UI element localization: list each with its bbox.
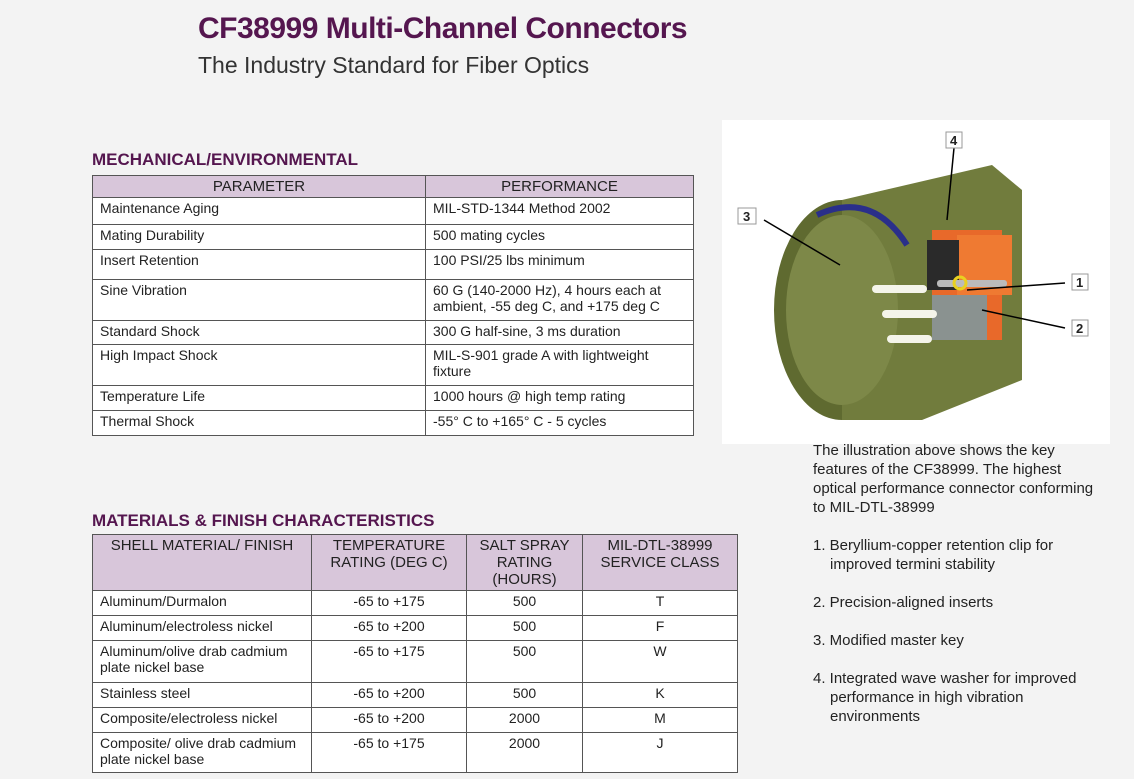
feature-item: 2. Precision-aligned inserts <box>813 594 994 611</box>
table-cell: T <box>582 590 738 616</box>
table-row: Insert Retention 100 PSI/25 lbs minimum <box>92 249 694 280</box>
description-intro: The illustration above shows the key fea… <box>813 442 1094 516</box>
table-cell: -65 to +175 <box>311 732 467 773</box>
table-cell: Stainless steel <box>92 682 312 708</box>
table-cell: -65 to +175 <box>311 590 467 616</box>
table-row: Thermal Shock -55° C to +165° C - 5 cycle… <box>92 410 694 436</box>
table-cell: Aluminum/electroless nickel <box>92 615 312 641</box>
table-cell: 500 mating cycles <box>425 224 694 250</box>
table-row: Aluminum/Durmalon -65 to +175 500 T <box>92 590 738 616</box>
table-cell: K <box>582 682 738 708</box>
table-cell: -65 to +200 <box>311 707 467 733</box>
table-cell: Aluminum/Durmalon <box>92 590 312 616</box>
table-row: Aluminum/electroless nickel -65 to +200 50… <box>92 615 738 641</box>
table-cell: 500 <box>466 682 583 708</box>
table-cell: 100 PSI/25 lbs minimum <box>425 249 694 280</box>
table-cell: Temperature Life <box>92 385 426 411</box>
column-header: TEMPERATURE RATING (DEG C) <box>311 534 467 591</box>
table-row: High Impact Shock MIL-S-901 grade A with … <box>92 344 694 386</box>
table-cell: MIL-S-901 grade A with lightweight fixtu… <box>425 344 694 386</box>
table-row: Sine Vibration 60 G (140-2000 Hz), 4 hour… <box>92 279 694 321</box>
page-title: CF38999 Multi-Channel Connectors <box>198 12 688 45</box>
materials-table: SHELL MATERIAL/ FINISH TEMPERATURE RATIN… <box>92 534 738 773</box>
callout-1: 1 <box>1076 275 1083 290</box>
table-row: Standard Shock 300 G half-sine, 3 ms dura… <box>92 320 694 345</box>
table-cell: F <box>582 615 738 641</box>
column-header: MIL-DTL-38999 SERVICE CLASS <box>582 534 738 591</box>
table-cell: Composite/ olive drab cadmium plate nick… <box>92 732 312 773</box>
table-cell: -65 to +200 <box>311 682 467 708</box>
table-row: Composite/electroless nickel -65 to +200 2… <box>92 707 738 733</box>
feature-item: 1. Beryllium-copper retention clip for i… <box>813 537 1054 573</box>
table-cell: -65 to +200 <box>311 615 467 641</box>
table-row: Stainless steel -65 to +200 500 K <box>92 682 738 708</box>
table-cell: 500 <box>466 615 583 641</box>
table-cell: Sine Vibration <box>92 279 426 321</box>
callout-2: 2 <box>1076 321 1083 336</box>
table-cell: High Impact Shock <box>92 344 426 386</box>
page-subtitle: The Industry Standard for Fiber Optics <box>198 52 590 78</box>
table-cell: -65 to +175 <box>311 640 467 683</box>
table-row: Composite/ olive drab cadmium plate nick… <box>92 732 738 773</box>
table-cell: Standard Shock <box>92 320 426 345</box>
mechanical-section-title: MECHANICAL/ENVIRONMENTAL <box>92 150 359 169</box>
column-header: PERFORMANCE <box>425 175 694 198</box>
column-header: SALT SPRAY RATING (HOURS) <box>466 534 583 591</box>
callout-3: 3 <box>743 209 750 224</box>
table-cell: -55° C to +165° C - 5 cycles <box>425 410 694 436</box>
table-cell: Composite/electroless nickel <box>92 707 312 733</box>
column-header: SHELL MATERIAL/ FINISH <box>92 534 312 591</box>
table-cell: Insert Retention <box>92 249 426 280</box>
description: The illustration above shows the key fea… <box>813 441 1103 745</box>
table-cell: 2000 <box>466 732 583 773</box>
table-cell: W <box>582 640 738 683</box>
table-cell: Thermal Shock <box>92 410 426 436</box>
column-header: PARAMETER <box>92 175 426 198</box>
feature-item: 4. Integrated wave washer for improved p… <box>813 670 1077 725</box>
table-row: Mating Durability 500 mating cycles <box>92 224 694 250</box>
connector-illustration: 4 1 2 3 <box>722 120 1110 444</box>
mechanical-table: PARAMETER PERFORMANCE Maintenance Aging MI… <box>92 175 694 436</box>
table-cell: J <box>582 732 738 773</box>
table-cell: Mating Durability <box>92 224 426 250</box>
table-cell: 2000 <box>466 707 583 733</box>
table-row: Temperature Life 1000 hours @ high temp r… <box>92 385 694 411</box>
table-row: Maintenance Aging MIL-STD-1344 Method 200… <box>92 197 694 225</box>
table-cell: 500 <box>466 590 583 616</box>
table-cell: Maintenance Aging <box>92 197 426 225</box>
table-row: Aluminum/olive drab cadmium plate nickel… <box>92 640 738 683</box>
callout-4: 4 <box>950 133 958 148</box>
table-cell: 60 G (140-2000 Hz), 4 hours each at ambi… <box>425 279 694 321</box>
table-cell: 300 G half-sine, 3 ms duration <box>425 320 694 345</box>
feature-item: 3. Modified master key <box>813 632 964 649</box>
table-cell: Aluminum/olive drab cadmium plate nickel… <box>92 640 312 683</box>
table-cell: 1000 hours @ high temp rating <box>425 385 694 411</box>
table-cell: MIL-STD-1344 Method 2002 <box>425 197 694 225</box>
table-cell: 500 <box>466 640 583 683</box>
table-cell: M <box>582 707 738 733</box>
materials-section-title: MATERIALS & FINISH CHARACTERISTICS <box>92 511 435 530</box>
